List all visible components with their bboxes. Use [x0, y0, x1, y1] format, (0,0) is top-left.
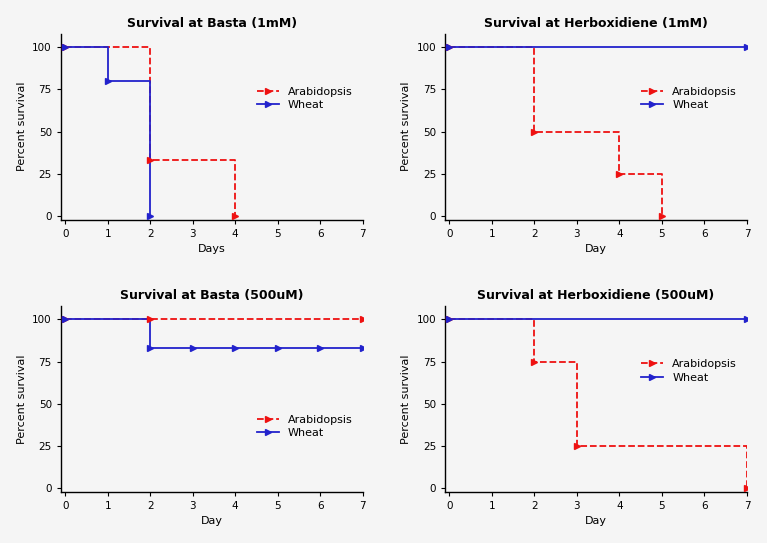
- Title: Survival at Basta (500uM): Survival at Basta (500uM): [120, 289, 304, 302]
- X-axis label: Day: Day: [585, 516, 607, 526]
- Legend: Arabidopsis, Wheat: Arabidopsis, Wheat: [252, 83, 357, 115]
- Legend: Arabidopsis, Wheat: Arabidopsis, Wheat: [637, 355, 742, 387]
- Y-axis label: Percent survival: Percent survival: [17, 82, 27, 172]
- Y-axis label: Percent survival: Percent survival: [17, 354, 27, 444]
- Legend: Arabidopsis, Wheat: Arabidopsis, Wheat: [637, 83, 742, 115]
- X-axis label: Day: Day: [585, 244, 607, 254]
- Title: Survival at Basta (1mM): Survival at Basta (1mM): [127, 17, 297, 30]
- Title: Survival at Herboxidiene (1mM): Survival at Herboxidiene (1mM): [484, 17, 708, 30]
- X-axis label: Days: Days: [198, 244, 225, 254]
- Legend: Arabidopsis, Wheat: Arabidopsis, Wheat: [252, 411, 357, 443]
- Y-axis label: Percent survival: Percent survival: [401, 354, 411, 444]
- Y-axis label: Percent survival: Percent survival: [401, 82, 411, 172]
- X-axis label: Day: Day: [201, 516, 223, 526]
- Title: Survival at Herboxidiene (500uM): Survival at Herboxidiene (500uM): [477, 289, 715, 302]
